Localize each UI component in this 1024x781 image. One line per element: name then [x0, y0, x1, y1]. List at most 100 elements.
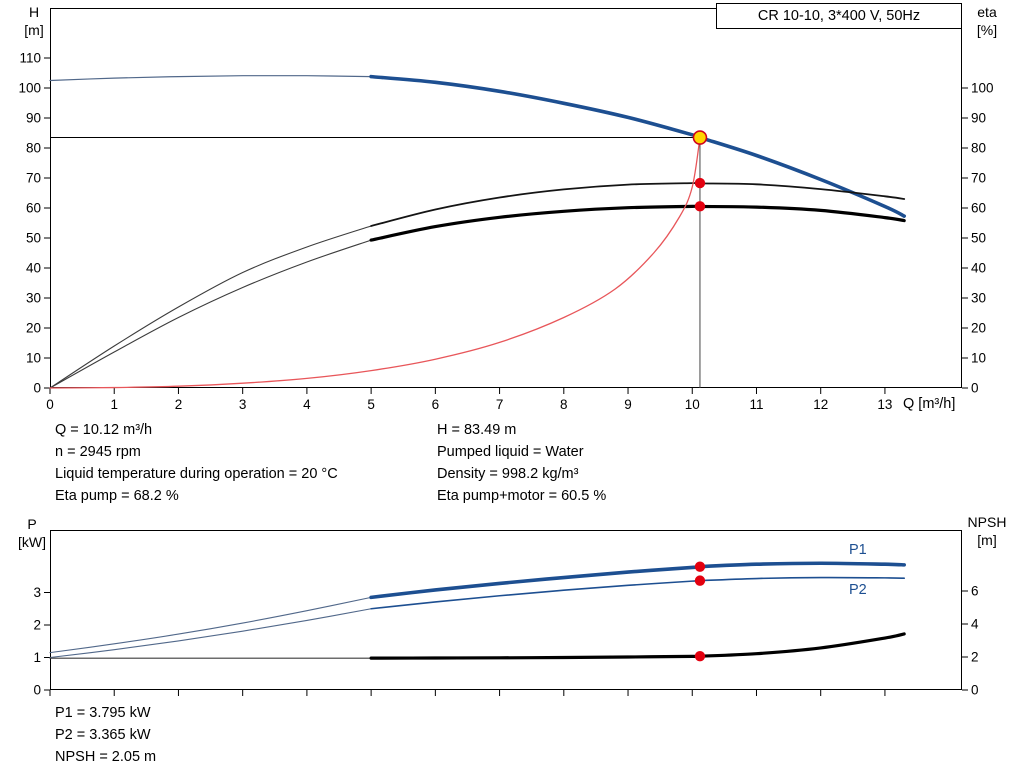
- tick-marks: [44, 57, 968, 394]
- eta-pump-low: [49, 225, 372, 389]
- svg-text:50: 50: [26, 231, 41, 246]
- head-curve: [369, 74, 906, 218]
- svg-text:3: 3: [33, 585, 41, 600]
- svg-text:12: 12: [813, 397, 828, 412]
- eta-pump-motor-dot: [694, 201, 706, 212]
- svg-text:7: 7: [496, 397, 504, 412]
- svg-text:0: 0: [33, 683, 41, 698]
- svg-text:30: 30: [971, 291, 986, 306]
- duty-point-marker: [692, 130, 708, 145]
- head-axis-title-line2: [m]: [24, 22, 44, 38]
- duty-head-text: H = 83.49 m: [437, 422, 517, 438]
- svg-text:20: 20: [971, 321, 986, 336]
- svg-text:9: 9: [624, 397, 632, 412]
- eta-pump-motor: [369, 204, 906, 242]
- svg-text:2: 2: [971, 650, 979, 665]
- duty-liquid-text: Pumped liquid = Water: [437, 444, 584, 460]
- npsh-axis-title: NPSH [m]: [958, 513, 1016, 549]
- eta-axis-title-line1: eta: [977, 4, 997, 20]
- svg-text:40: 40: [26, 261, 41, 276]
- plot-frame: [50, 8, 962, 388]
- duty-crosshair: [50, 137, 701, 388]
- svg-text:11: 11: [749, 397, 763, 412]
- svg-text:40: 40: [971, 261, 986, 276]
- p-npsh-chart: 0 1 2 3 0 2 4 6: [33, 530, 979, 698]
- svg-text:4: 4: [303, 397, 311, 412]
- duty-info-left-column: Q = 10.12 m³/h n = 2945 rpm Liquid tempe…: [55, 419, 338, 507]
- svg-text:110: 110: [19, 51, 41, 66]
- plot-frame: [50, 530, 962, 690]
- svg-text:2: 2: [33, 617, 41, 632]
- svg-text:100: 100: [971, 81, 994, 96]
- npsh-dot: [694, 650, 706, 662]
- svg-text:1: 1: [33, 650, 41, 665]
- svg-text:10: 10: [971, 351, 986, 366]
- svg-text:70: 70: [971, 171, 986, 186]
- duty-density-text: Density = 998.2 kg/m³: [437, 466, 579, 482]
- svg-text:80: 80: [971, 141, 986, 156]
- eta-pump-dot: [694, 177, 706, 189]
- svg-text:60: 60: [971, 201, 986, 216]
- p1-dot: [694, 561, 706, 572]
- svg-text:50: 50: [971, 231, 986, 246]
- svg-text:10: 10: [685, 397, 700, 412]
- p1-curve: [369, 561, 906, 600]
- npsh-axis-title-line2: [m]: [977, 532, 997, 548]
- eta-pump-motor-low: [49, 239, 372, 389]
- npsh-curve: [369, 632, 906, 660]
- svg-text:0: 0: [46, 397, 54, 412]
- flow-axis-unit-label: Q [m³/h]: [903, 396, 956, 412]
- svg-text:0: 0: [33, 381, 41, 396]
- svg-text:6: 6: [971, 584, 979, 599]
- head-curve-low: [49, 74, 372, 82]
- duty-p1-text: P1 = 3.795 kW: [55, 705, 151, 721]
- tick-labels: 0 1 2 3 4 5 6 7 8 9 10 11 12 130102030405060708090100…: [18, 51, 993, 412]
- eta-axis-title-line2: [%]: [976, 22, 998, 38]
- svg-text:0: 0: [971, 683, 979, 698]
- power-axis-title-line2: [kW]: [18, 534, 46, 550]
- svg-text:70: 70: [26, 171, 41, 186]
- p2-curve-low: [49, 608, 372, 659]
- pump-type-title-box: CR 10-10, 3*400 V, 50Hz: [716, 3, 962, 29]
- svg-text:8: 8: [560, 397, 568, 412]
- qh-eta-chart: 0 1 2 3 4 5 6 7 8 9 10 11 12 130102030405060708090100…: [18, 8, 994, 412]
- svg-text:80: 80: [26, 141, 41, 156]
- head-axis-title-line1: H: [28, 4, 40, 20]
- power-info-column: P1 = 3.795 kW P2 = 3.365 kW NPSH = 2.05 …: [55, 702, 156, 768]
- p1-curve-label: P1: [849, 542, 867, 558]
- eta-axis-title: eta [%]: [964, 3, 1010, 39]
- tick-labels: 0 1 2 3 0 2 4 6: [33, 584, 979, 698]
- svg-text:60: 60: [26, 201, 41, 216]
- duty-flow-text: Q = 10.12 m³/h: [55, 422, 153, 438]
- power-axis-title: P [kW]: [10, 515, 54, 551]
- svg-text:4: 4: [971, 617, 979, 632]
- duty-info-right-column: H = 83.49 m Pumped liquid = Water Densit…: [437, 419, 606, 507]
- p2-curve-label: P2: [849, 582, 867, 598]
- svg-text:100: 100: [18, 81, 41, 96]
- power-axis-title-line1: P: [27, 516, 37, 532]
- tick-marks: [44, 590, 968, 696]
- duty-eta-pump-motor-text: Eta pump+motor = 60.5 %: [437, 488, 607, 504]
- svg-text:90: 90: [971, 111, 986, 126]
- svg-text:2: 2: [175, 397, 183, 412]
- svg-text:30: 30: [26, 291, 41, 306]
- svg-text:0: 0: [971, 381, 979, 396]
- duty-p2-text: P2 = 3.365 kW: [55, 727, 151, 743]
- p2-dot: [694, 575, 706, 586]
- p2-curve: [370, 576, 905, 610]
- svg-text:3: 3: [239, 397, 247, 412]
- duty-liquid-temp-text: Liquid temperature during operation = 20…: [55, 466, 338, 482]
- svg-text:90: 90: [26, 111, 41, 126]
- svg-text:10: 10: [26, 351, 41, 366]
- duty-eta-pump-text: Eta pump = 68.2 %: [55, 488, 179, 504]
- npsh-axis-title-line1: NPSH: [967, 514, 1007, 530]
- duty-npsh-text: NPSH = 2.05 m: [55, 749, 157, 765]
- svg-text:20: 20: [26, 321, 41, 336]
- svg-text:5: 5: [367, 397, 375, 412]
- eta-pump: [370, 182, 906, 227]
- svg-text:13: 13: [877, 397, 892, 412]
- p1-curve-low: [49, 596, 372, 654]
- system-curve: [49, 136, 701, 389]
